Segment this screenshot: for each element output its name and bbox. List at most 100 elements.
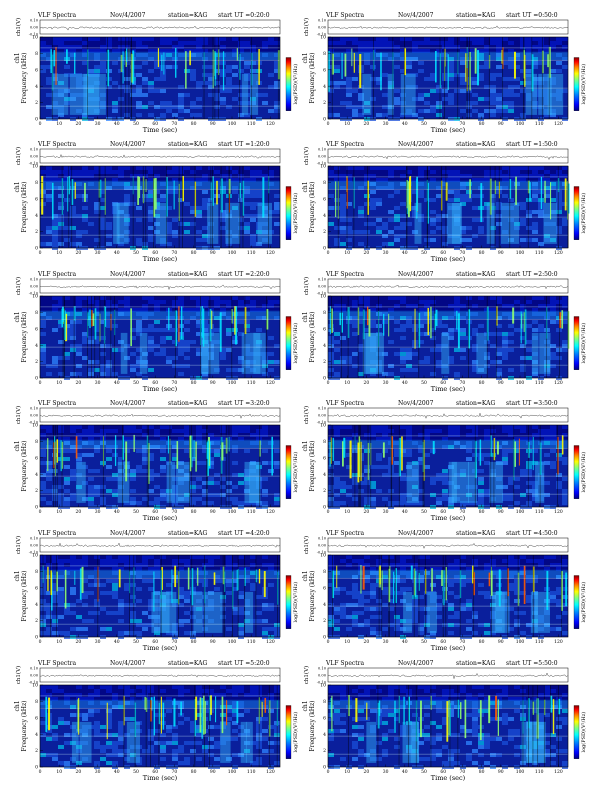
spectrogram-cell bbox=[364, 599, 370, 603]
spectrogram-cell bbox=[46, 364, 52, 368]
spectrogram-cell bbox=[352, 296, 358, 300]
spectrogram-cell bbox=[346, 49, 352, 53]
spectrogram-activity-band bbox=[51, 73, 69, 115]
spectrogram-cell bbox=[562, 425, 568, 429]
spectrogram-cell bbox=[172, 433, 178, 437]
spectrogram-cell bbox=[484, 425, 490, 429]
spectrogram-sferic-streak bbox=[153, 571, 155, 612]
spectrogram-cell bbox=[550, 461, 556, 465]
spectrogram-cell bbox=[520, 469, 526, 473]
spectrogram-cell bbox=[46, 174, 52, 178]
spectrogram-cell bbox=[430, 563, 436, 567]
spectrogram-cell bbox=[274, 61, 280, 65]
spectrogram-cell bbox=[340, 178, 346, 182]
spectrogram-cell bbox=[472, 559, 478, 563]
spectrogram-cell bbox=[328, 194, 334, 198]
spectrogram-cell bbox=[58, 631, 64, 635]
spectrogram-cell bbox=[226, 579, 232, 583]
spectrogram-cell bbox=[178, 93, 184, 97]
spectrogram-cell bbox=[184, 37, 190, 41]
panel-station-label: station=KAG bbox=[168, 271, 207, 278]
spectrogram-heatmap bbox=[40, 555, 280, 639]
freq-axis-label: Frequency (kHz) bbox=[21, 311, 28, 362]
spectrogram-cell bbox=[142, 41, 148, 45]
time-tick-label: 110 bbox=[247, 380, 256, 386]
spectrogram-cell bbox=[214, 563, 220, 567]
spectrogram-cell bbox=[136, 166, 142, 170]
spectrogram-cell bbox=[94, 304, 100, 308]
spectrogram-cell bbox=[460, 555, 466, 559]
time-tick-label: 50 bbox=[421, 121, 427, 127]
spectrogram-cell bbox=[202, 300, 208, 304]
trace-axis-label: ch1(V) bbox=[15, 18, 22, 36]
spectrogram-cell bbox=[112, 300, 118, 304]
spectrogram-sferic-streak bbox=[335, 181, 337, 218]
spectrogram-cell bbox=[388, 218, 394, 222]
colorbar bbox=[285, 57, 292, 111]
spectrogram-cell bbox=[508, 41, 514, 45]
spectrogram-cell bbox=[118, 242, 124, 246]
spectrogram-cell bbox=[70, 348, 76, 352]
spectrogram-cell bbox=[136, 324, 142, 328]
colorbar-label: log(PSD)(V²/Hz) bbox=[580, 452, 587, 493]
spectrogram-activity-band bbox=[476, 332, 488, 374]
spectrogram-cell bbox=[526, 304, 532, 308]
spectrogram-cell bbox=[532, 45, 538, 49]
spectrogram-cell bbox=[466, 77, 472, 81]
spectrogram-cell bbox=[178, 222, 184, 226]
spectrogram-cell bbox=[466, 105, 472, 109]
freq-tick-label: 8 bbox=[323, 180, 326, 186]
spectrogram-cell bbox=[556, 49, 562, 53]
spectrogram-cell bbox=[52, 37, 58, 41]
spectrogram-cell bbox=[148, 101, 154, 105]
spectrogram-cell bbox=[70, 308, 76, 312]
spectrogram-cell bbox=[478, 77, 484, 81]
spectrogram-cell bbox=[460, 429, 466, 433]
spectrogram-dark-streak bbox=[102, 425, 104, 507]
spectrogram-cell bbox=[160, 170, 166, 174]
spectrogram-cell bbox=[178, 619, 184, 623]
spectrogram-cell bbox=[124, 222, 130, 226]
spectrogram-emission-band bbox=[40, 51, 280, 60]
spectrogram-cell bbox=[478, 497, 484, 501]
spectrogram-cell bbox=[454, 222, 460, 226]
spectrogram-cell bbox=[478, 555, 484, 559]
spectrogram-cell bbox=[388, 81, 394, 85]
spectrogram-cell bbox=[364, 202, 370, 206]
spectrogram-cell bbox=[346, 360, 352, 364]
spectrogram-cell bbox=[94, 178, 100, 182]
spectrogram-cell bbox=[436, 555, 442, 559]
spectrogram-cell bbox=[274, 166, 280, 170]
spectrogram-cell bbox=[364, 230, 370, 234]
spectrogram-cell bbox=[346, 493, 352, 497]
time-tick-label: 110 bbox=[535, 380, 544, 386]
spectrogram-sferic-streak bbox=[99, 179, 102, 198]
spectrogram-cell bbox=[76, 170, 82, 174]
spectrogram-cell bbox=[544, 170, 550, 174]
spectrogram-cell bbox=[220, 49, 226, 53]
spectrogram-cell bbox=[556, 328, 562, 332]
spectrogram-dark-streak bbox=[360, 425, 361, 507]
spectrogram-cell bbox=[454, 611, 460, 615]
spectrogram-cell bbox=[484, 166, 490, 170]
spectrogram-cell bbox=[334, 113, 340, 117]
spectrogram-cell bbox=[400, 433, 406, 437]
spectrogram-cell bbox=[394, 206, 400, 210]
spectrogram-cell bbox=[40, 485, 46, 489]
spectrogram-cell bbox=[412, 304, 418, 308]
time-tick-label: 40 bbox=[114, 250, 120, 256]
spectrogram-cell bbox=[364, 41, 370, 45]
spectrogram-cell bbox=[520, 166, 526, 170]
spectrogram-cell bbox=[46, 77, 52, 81]
spectrogram-cell bbox=[58, 226, 64, 230]
spectrogram-cell bbox=[550, 296, 556, 300]
spectrogram-cell bbox=[52, 296, 58, 300]
spectrogram-cell bbox=[460, 41, 466, 45]
spectrogram-cell bbox=[328, 65, 334, 69]
spectrogram-cell bbox=[400, 497, 406, 501]
freq-tick-label: 10 bbox=[32, 423, 38, 429]
spectrogram-cell bbox=[64, 304, 70, 308]
spectrogram-cell bbox=[562, 497, 568, 501]
spectrogram-cell bbox=[478, 113, 484, 117]
spectrogram-cell bbox=[58, 559, 64, 563]
